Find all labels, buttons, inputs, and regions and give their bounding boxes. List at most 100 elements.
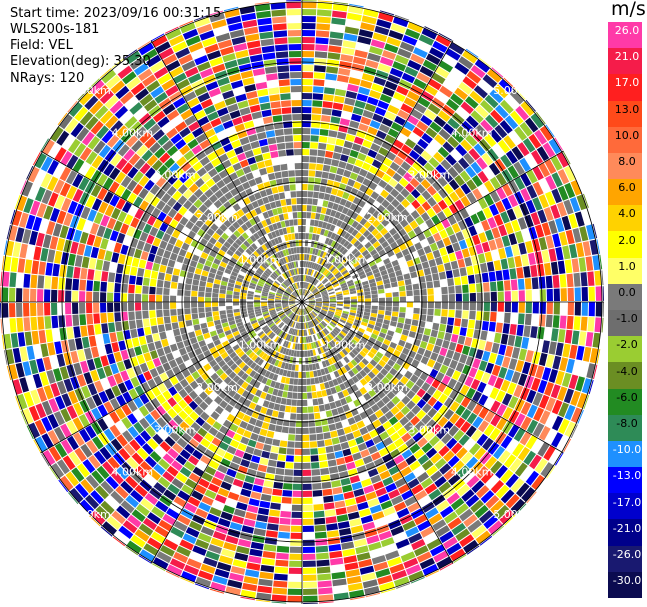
velocity-gate (386, 36, 401, 47)
velocity-gate (502, 269, 510, 280)
velocity-gate (278, 330, 283, 337)
velocity-gate (575, 211, 585, 227)
velocity-gate (319, 258, 324, 265)
velocity-gate (394, 183, 404, 193)
velocity-gate (399, 302, 406, 308)
velocity-gate (430, 266, 438, 274)
velocity-gate (235, 238, 243, 246)
velocity-gate (287, 588, 302, 595)
velocity-gate (231, 36, 246, 46)
velocity-gate (278, 259, 283, 266)
velocity-gate (324, 237, 330, 245)
velocity-gate (208, 168, 218, 178)
velocity-gate (306, 322, 309, 329)
velocity-gate (346, 319, 354, 325)
velocity-gate (357, 298, 364, 302)
velocity-gate (49, 355, 59, 369)
velocity-gate (442, 487, 456, 499)
velocity-gate (420, 302, 427, 309)
velocity-gate (272, 316, 279, 321)
velocity-gate (157, 272, 165, 281)
velocity-gate (376, 464, 388, 474)
velocity-gate (460, 396, 471, 408)
velocity-gate (83, 220, 93, 233)
velocity-gate (122, 430, 134, 443)
velocity-gate (169, 252, 178, 261)
velocity-gate (264, 283, 271, 288)
velocity-gate (193, 396, 203, 406)
velocity-gate (563, 438, 572, 452)
velocity-gate (426, 252, 434, 261)
velocity-gate (326, 254, 332, 261)
velocity-gate (390, 376, 400, 386)
velocity-gate (251, 185, 259, 194)
velocity-gate (262, 152, 271, 160)
velocity-gate (321, 389, 328, 397)
velocity-gate (362, 455, 373, 465)
velocity-gate (229, 110, 241, 119)
velocity-gate (335, 291, 343, 295)
velocity-gate (569, 344, 578, 359)
velocity-gate (228, 380, 236, 389)
velocity-gate (442, 357, 452, 367)
velocity-gate (351, 143, 362, 152)
velocity-gate (327, 313, 334, 318)
velocity-gate (200, 455, 211, 465)
velocity-gate (441, 309, 448, 317)
velocity-gate (378, 249, 386, 257)
velocity-gate (302, 455, 311, 462)
velocity-gate (495, 237, 504, 249)
velocity-gate (338, 332, 345, 339)
velocity-gate (392, 232, 401, 241)
velocity-gate (312, 278, 317, 285)
velocity-gate (466, 412, 478, 425)
velocity-gate (404, 370, 413, 380)
velocity-gate (539, 302, 546, 314)
velocity-gate (226, 468, 237, 478)
velocity-gate (461, 228, 471, 239)
velocity-gate (298, 308, 301, 315)
velocity-gate (271, 314, 278, 319)
velocity-gate (309, 247, 314, 254)
velocity-gate (378, 306, 385, 311)
velocity-gate (569, 244, 578, 259)
velocity-gate (511, 219, 521, 232)
velocity-gate (447, 136, 460, 148)
velocity-gate (525, 290, 532, 302)
velocity-gate (233, 298, 240, 302)
velocity-gate (350, 309, 357, 314)
velocity-gate (165, 352, 175, 362)
velocity-gate (177, 295, 184, 302)
velocity-gate (226, 429, 236, 439)
velocity-gate (240, 302, 247, 306)
velocity-gate (320, 310, 327, 315)
velocity-gate (133, 397, 144, 409)
velocity-gate (272, 223, 278, 231)
velocity-gate (187, 97, 200, 108)
velocity-gate (233, 43, 248, 52)
velocity-gate (105, 476, 119, 490)
velocity-gate (300, 315, 302, 322)
velocity-gate (426, 235, 436, 245)
velocity-gate (48, 446, 62, 462)
velocity-gate (163, 250, 172, 259)
velocity-gate (336, 297, 343, 300)
velocity-gate (142, 310, 149, 319)
velocity-gate (173, 551, 189, 564)
velocity-gate (261, 307, 268, 311)
velocity-gate (161, 181, 172, 192)
velocity-gate (393, 421, 403, 432)
velocity-gate (184, 384, 194, 394)
velocity-gate (114, 312, 121, 322)
velocity-gate (210, 184, 220, 194)
velocity-gate (164, 323, 172, 331)
velocity-gate (579, 226, 589, 242)
velocity-gate (387, 267, 395, 274)
velocity-gate (269, 309, 276, 313)
velocity-gate (509, 458, 523, 473)
velocity-gate (423, 245, 432, 254)
velocity-gate (149, 184, 161, 195)
velocity-gate (245, 511, 257, 521)
velocity-gate (225, 367, 233, 376)
velocity-gate (302, 434, 310, 441)
